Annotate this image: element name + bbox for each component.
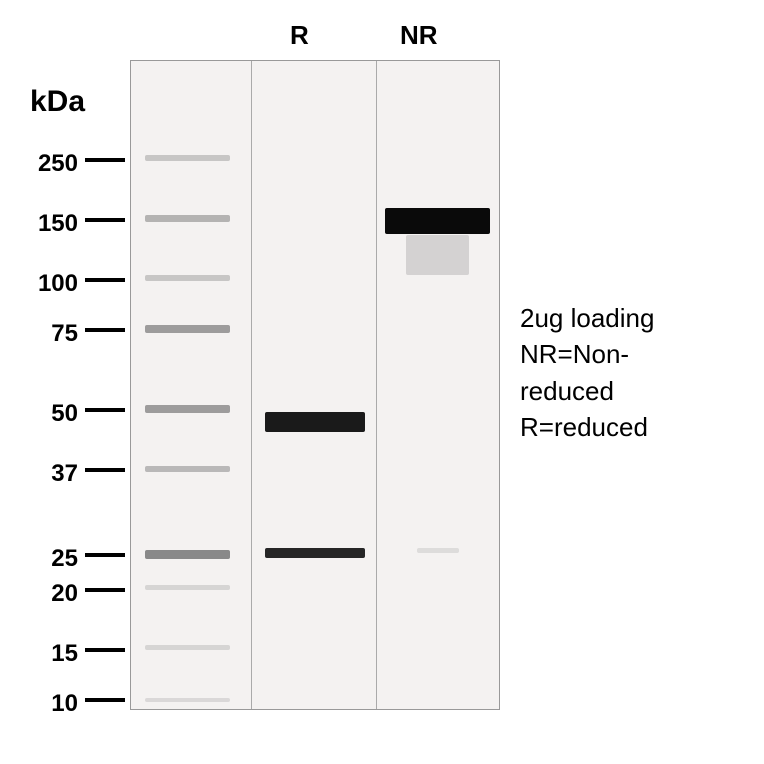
ladder-band	[145, 405, 230, 413]
sample-band	[385, 208, 490, 234]
mw-marker-tick	[85, 218, 125, 222]
sample-band	[417, 548, 459, 553]
ladder-band	[145, 585, 230, 590]
legend-line: NR=Non-	[520, 336, 654, 372]
mw-marker-tick	[85, 408, 125, 412]
mw-marker-tick	[85, 588, 125, 592]
mw-marker-tick	[85, 278, 125, 282]
mw-marker-label: 20	[18, 580, 78, 608]
kda-unit-label: kDa	[30, 85, 85, 119]
lane-divider	[376, 61, 377, 709]
ladder-band	[145, 550, 230, 559]
mw-marker-label: 150	[18, 210, 78, 238]
mw-marker-label: 250	[18, 150, 78, 178]
mw-marker-label: 25	[18, 545, 78, 573]
ladder-band	[145, 698, 230, 702]
legend-line: reduced	[520, 373, 654, 409]
lane-header-R: R	[290, 20, 309, 51]
legend-line: 2ug loading	[520, 300, 654, 336]
mw-marker-label: 10	[18, 690, 78, 718]
legend-line: R=reduced	[520, 409, 654, 445]
mw-marker-label: 100	[18, 270, 78, 298]
mw-marker-tick	[85, 328, 125, 332]
lane-divider	[251, 61, 252, 709]
mw-marker-tick	[85, 698, 125, 702]
ladder-band	[145, 215, 230, 222]
ladder-band	[145, 466, 230, 472]
ladder-band	[145, 645, 230, 650]
sample-band	[265, 548, 365, 558]
sample-band	[265, 412, 365, 432]
mw-marker-tick	[85, 158, 125, 162]
ladder-band	[145, 325, 230, 333]
sample-band	[406, 235, 469, 275]
mw-marker-label: 15	[18, 640, 78, 668]
lane-header-NR: NR	[400, 20, 438, 51]
ladder-band	[145, 275, 230, 281]
ladder-band	[145, 155, 230, 161]
mw-marker-tick	[85, 553, 125, 557]
mw-marker-label: 75	[18, 320, 78, 348]
mw-marker-label: 50	[18, 400, 78, 428]
mw-marker-tick	[85, 468, 125, 472]
legend-text: 2ug loading NR=Non- reduced R=reduced	[520, 300, 654, 446]
mw-marker-label: 37	[18, 460, 78, 488]
mw-marker-tick	[85, 648, 125, 652]
